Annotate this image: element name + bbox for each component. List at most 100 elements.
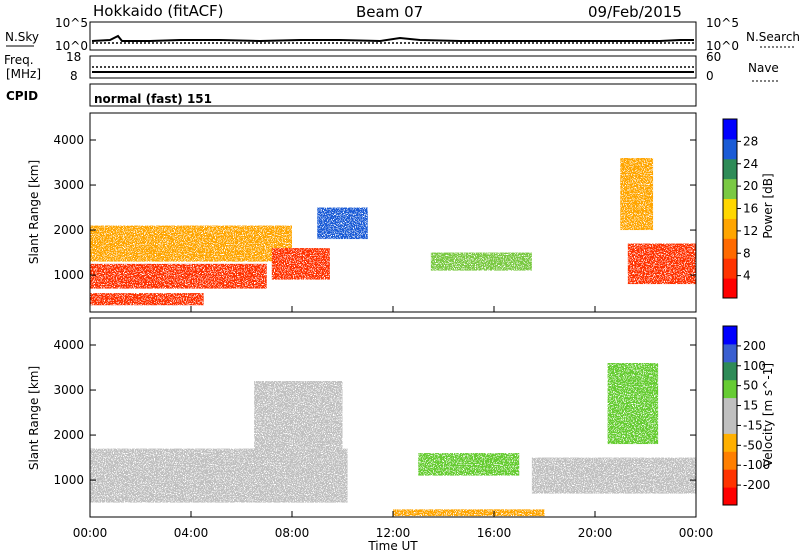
power-colorbar-segment-2 bbox=[723, 238, 737, 259]
x-tick-label-5: 20:00 bbox=[578, 526, 613, 540]
velocity-colorbar-tick-label-6: -100 bbox=[743, 458, 770, 472]
power-y-tick-label-1: 2000 bbox=[53, 223, 84, 237]
nsky-panel: N.Sky 10^5 10^0 10^5 10^0 N.Search bbox=[5, 16, 800, 53]
velocity-colorbar-segment-8 bbox=[723, 343, 737, 363]
time-axis: 00:00 04:00 08:00 12:00 16:00 20:00 00:00 bbox=[73, 306, 714, 540]
power-colorbar-segment-1 bbox=[723, 258, 737, 279]
velocity-colorbar-segment-4 bbox=[723, 415, 737, 434]
velocity-colorbar-label: Velocity [m s^-1] bbox=[761, 363, 775, 467]
cpid-value: normal (fast) 151 bbox=[94, 92, 212, 106]
velocity-colorbar-tick-label-7: -200 bbox=[743, 478, 770, 492]
nsky-tick-top: 10^5 bbox=[55, 16, 88, 30]
power-colorbar-segment-4 bbox=[723, 198, 737, 219]
power-y-tick-label-0: 1000 bbox=[53, 268, 84, 282]
velocity-data bbox=[90, 363, 696, 517]
power-colorbar-segment-3 bbox=[723, 218, 737, 239]
nsearch-label: N.Search bbox=[746, 30, 800, 44]
power-colorbar-tick-label-2: 12 bbox=[743, 224, 758, 238]
power-y-axis: 1000 2000 3000 4000 bbox=[53, 133, 696, 282]
freq-unit: [MHz] bbox=[6, 67, 41, 81]
velocity-region-0 bbox=[90, 448, 348, 503]
velocity-colorbar-segment-6 bbox=[723, 379, 737, 399]
nsearch-tick-top: 10^5 bbox=[706, 16, 739, 30]
nave-tick-top: 60 bbox=[706, 50, 721, 64]
power-colorbar-segment-0 bbox=[723, 278, 737, 299]
power-colorbar-tick-label-1: 8 bbox=[743, 246, 751, 260]
velocity-colorbar-frame bbox=[722, 325, 738, 506]
velocity-y-tick-label-3: 4000 bbox=[53, 338, 84, 352]
power-region-5 bbox=[430, 252, 532, 271]
x-tick-label-1: 04:00 bbox=[174, 526, 209, 540]
velocity-colorbar-tick-label-0: 200 bbox=[743, 339, 766, 353]
power-region-7 bbox=[620, 158, 654, 231]
velocity-region-4 bbox=[607, 363, 659, 445]
x-tick-label-3: 12:00 bbox=[376, 526, 411, 540]
power-y-tick-label-3: 4000 bbox=[53, 133, 84, 147]
power-panel: 1000 2000 3000 4000 Slant Range [km] bbox=[27, 112, 697, 313]
velocity-y-tick-label-1: 2000 bbox=[53, 428, 84, 442]
cpid-row: CPID normal (fast) 151 bbox=[6, 83, 697, 107]
nave-tick-bottom: 0 bbox=[706, 69, 714, 83]
velocity-y-tick-label-2: 3000 bbox=[53, 383, 84, 397]
power-colorbar-segment-6 bbox=[723, 158, 737, 180]
date-title: 09/Feb/2015 bbox=[588, 3, 682, 21]
velocity-colorbar-segment-2 bbox=[723, 451, 737, 470]
velocity-colorbar: 200 100 50 15 -15 -50 -100 -200 Velocity [m s^-… bbox=[722, 325, 775, 506]
power-colorbar: 4 8 12 16 20 24 28 Power [dB] bbox=[722, 118, 775, 299]
power-colorbar-tick-label-0: 4 bbox=[743, 269, 751, 283]
nsearch-tick-bottom: 10^0 bbox=[706, 39, 739, 53]
x-tick-label-6: 00:00 bbox=[679, 526, 714, 540]
power-colorbar-tick-label-3: 16 bbox=[743, 202, 758, 216]
freq-tick-top: 18 bbox=[66, 50, 81, 64]
nsky-label: N.Sky bbox=[5, 30, 39, 44]
velocity-colorbar-tick-label-1: 100 bbox=[743, 359, 766, 373]
velocity-y-axis: 1000 2000 3000 4000 bbox=[53, 338, 696, 487]
cpid-label: CPID bbox=[6, 89, 38, 103]
power-colorbar-label: Power [dB] bbox=[761, 173, 775, 238]
freq-panel: Freq. [MHz] 18 8 60 0 Nave bbox=[4, 50, 780, 83]
power-y-label: Slant Range [km] bbox=[27, 160, 41, 264]
power-region-1 bbox=[90, 293, 204, 306]
power-colorbar-segment-5 bbox=[723, 178, 737, 200]
velocity-y-label: Slant Range [km] bbox=[27, 366, 41, 470]
velocity-colorbar-segment-3 bbox=[723, 433, 737, 452]
power-colorbar-segment-8 bbox=[723, 119, 737, 140]
beam-title: Beam 07 bbox=[356, 3, 423, 21]
power-region-0 bbox=[90, 263, 267, 289]
nsky-trace bbox=[91, 34, 694, 43]
x-tick-label-2: 08:00 bbox=[275, 526, 310, 540]
velocity-colorbar-segment-0 bbox=[723, 487, 737, 506]
velocity-region-2 bbox=[418, 453, 520, 476]
x-axis-label: Time UT bbox=[367, 539, 418, 553]
velocity-colorbar-tick-label-3: 15 bbox=[743, 399, 758, 413]
nave-label: Nave bbox=[748, 61, 779, 75]
power-data bbox=[90, 158, 696, 306]
freq-tick-bottom: 8 bbox=[70, 69, 78, 83]
freq-label: Freq. bbox=[4, 53, 34, 67]
velocity-colorbar-segment-1 bbox=[723, 469, 737, 488]
power-colorbar-segment-7 bbox=[723, 138, 737, 160]
velocity-region-5 bbox=[393, 509, 545, 517]
power-region-6 bbox=[627, 243, 696, 285]
power-colorbar-tick-label-6: 28 bbox=[743, 134, 758, 148]
velocity-region-1 bbox=[254, 381, 343, 449]
velocity-colorbar-tick-label-4: -15 bbox=[743, 418, 763, 432]
velocity-colorbar-tick-label-5: -50 bbox=[743, 438, 763, 452]
velocity-region-3 bbox=[531, 457, 696, 494]
velocity-y-tick-label-0: 1000 bbox=[53, 473, 84, 487]
station-title: Hokkaido (fitACF) bbox=[93, 2, 224, 20]
velocity-colorbar-segment-9 bbox=[723, 326, 737, 345]
velocity-panel: 1000 2000 3000 4000 Slant Range [km] bbox=[27, 317, 697, 518]
power-region-2 bbox=[90, 225, 292, 262]
power-region-4 bbox=[317, 207, 368, 240]
power-y-tick-label-2: 3000 bbox=[53, 178, 84, 192]
velocity-colorbar-segment-7 bbox=[723, 361, 737, 381]
nsky-tick-bottom: 10^0 bbox=[55, 39, 88, 53]
velocity-colorbar-segment-5 bbox=[723, 397, 737, 416]
power-region-3 bbox=[271, 248, 330, 280]
velocity-colorbar-tick-label-2: 50 bbox=[743, 379, 758, 393]
power-colorbar-tick-label-4: 20 bbox=[743, 179, 758, 193]
power-colorbar-tick-label-5: 24 bbox=[743, 157, 758, 171]
x-tick-label-4: 16:00 bbox=[477, 526, 512, 540]
